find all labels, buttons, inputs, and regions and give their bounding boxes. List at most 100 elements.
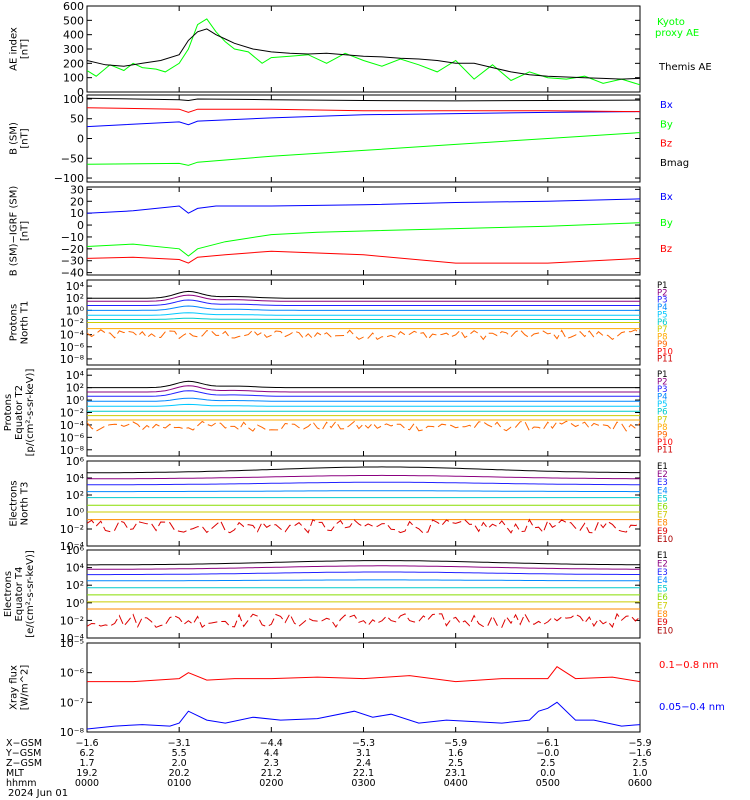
y-tick-label: 10⁻⁶ (60, 341, 85, 354)
y-axis-label: B (SM)−IGRF (SM)[nT] (9, 186, 31, 277)
series-line-e2 (87, 565, 640, 570)
x-row-label: MLT (6, 768, 24, 779)
x-tick-label: 2.5 (448, 758, 463, 769)
y-tick-label: 10⁰ (66, 304, 85, 317)
series-line-bmag (87, 97, 640, 102)
y-tick-label: 10⁰ (66, 394, 85, 407)
x-tick-label: −5.9 (628, 738, 651, 749)
x-tick-label: −6.1 (536, 738, 559, 749)
y-tick-label: 10² (66, 489, 84, 502)
panel-8: 10⁻⁵ 10⁻⁶ 10⁻⁷ 10⁻⁸ Xray flux[W/m^2] 0.1−0.8 … (9, 637, 725, 739)
x-tick-label: 0400 (444, 778, 468, 789)
channel-label: P7 (657, 415, 668, 425)
y-tick-label: 10⁻² (60, 317, 84, 330)
series-line-p6 (87, 317, 640, 320)
x-tick-label: 22.1 (353, 768, 374, 779)
panel-7: 10⁶ 10⁴ 10² 10⁰ 10⁻² 10⁻⁴ ElectronsEquator T4[… (3, 544, 673, 645)
y-tick-label: 500 (63, 14, 84, 27)
channel-label: E2 (657, 559, 668, 569)
channel-label: E10 (657, 627, 673, 637)
channel-label: E10 (657, 535, 673, 545)
y-tick-label: 10 (70, 207, 84, 220)
legend-entry: proxy AE (655, 28, 699, 39)
series-line-e1 (87, 466, 640, 474)
channel-label: P1 (657, 281, 668, 291)
y-tick-label: 10⁶ (66, 455, 85, 468)
channel-label: P4 (657, 393, 668, 403)
legend-entry: Themis AE (658, 62, 712, 73)
series-line-p1 (87, 290, 640, 299)
y-tick-label: −30 (61, 255, 84, 268)
series-line-e2 (87, 474, 640, 480)
channel-label: E1 (657, 551, 668, 561)
series-line-p4 (87, 305, 640, 311)
y-tick-label: −20 (61, 243, 84, 256)
y-tick-label: 10² (66, 292, 84, 305)
y-tick-label: 10⁶ (66, 544, 85, 557)
channel-label: E9 (657, 527, 668, 537)
legend-entry: Bz (660, 244, 672, 255)
series-line-e3 (87, 481, 640, 486)
channel-label: E8 (657, 519, 668, 529)
series-line-p5 (87, 312, 640, 316)
x-tick-label: 2.3 (264, 758, 279, 769)
x-row-label: hhmm (6, 778, 37, 789)
x-tick-label: 5.5 (172, 748, 187, 759)
series-line-bx (87, 111, 640, 128)
series-line-bz (87, 250, 640, 264)
y-tick-label: 10⁰ (66, 506, 85, 519)
y-tick-label: 200 (63, 57, 84, 70)
x-row-label: X−GSM (6, 738, 42, 749)
series-line-bz (87, 107, 640, 113)
x-tick-label: 6.2 (79, 748, 94, 759)
channel-label: E7 (657, 511, 668, 521)
x-row-label: Z−GSM (6, 758, 42, 769)
series-line-by (87, 222, 640, 257)
y-axis-label: Xray flux[W/m^2] (9, 665, 31, 711)
channel-label: E6 (657, 503, 668, 513)
y-tick-label: 10⁻⁴ (60, 419, 85, 432)
y-tick-label: 10⁻⁵ (60, 637, 84, 650)
channel-label: P10 (657, 347, 673, 357)
series-line-p3 (87, 299, 640, 306)
y-tick-label: 10⁻⁸ (60, 444, 85, 457)
x-tick-label: 0500 (536, 778, 560, 789)
panel-frame (86, 94, 641, 183)
series-line-e9 (87, 518, 640, 534)
y-tick-label: 30 (70, 183, 84, 196)
channel-label: E9 (657, 618, 668, 628)
panel-frame (86, 642, 641, 733)
channel-label: E6 (657, 593, 668, 603)
x-tick-label: 2.4 (356, 758, 371, 769)
x-tick-label: −5.9 (444, 738, 467, 749)
y-tick-label: 300 (63, 43, 84, 56)
y-axis-label: ElectronsNorth T3 (9, 480, 31, 526)
series-line-p2 (87, 385, 640, 393)
y-tick-label: 10⁴ (66, 562, 85, 575)
y-tick-label: 10⁴ (66, 472, 85, 485)
x-row-label: Y−GSM (5, 748, 41, 759)
y-tick-label: −100 (54, 172, 84, 185)
x-axis-table: X−GSM −1.6 −3.1 −4.4 −5.3 −5.9 −6.1 −5.9 Y−GSM 6.… (5, 738, 652, 789)
y-tick-label: 600 (63, 0, 84, 13)
y-axis-label: ProtonsEquator T2[p/(cm²-s-sr-keV)] (3, 369, 36, 457)
legend-entry: Bz (660, 139, 672, 150)
channel-label: E3 (657, 568, 668, 578)
y-tick-label: 0 (77, 86, 84, 99)
series-line-e1 (87, 560, 640, 566)
y-tick-label: 10⁻⁴ (60, 540, 85, 553)
y-tick-label: 10⁻⁴ (60, 329, 85, 342)
series-line-0-05-0-4-nm (87, 701, 640, 730)
y-tick-label: 10² (66, 382, 84, 395)
series-line-p9 (87, 329, 640, 341)
channel-label: E3 (657, 478, 668, 488)
y-tick-label: 0 (77, 133, 84, 146)
x-tick-label: 0100 (167, 778, 191, 789)
series-line-p5 (87, 403, 640, 407)
channel-label: P5 (657, 310, 668, 320)
channel-label: P3 (657, 296, 668, 306)
